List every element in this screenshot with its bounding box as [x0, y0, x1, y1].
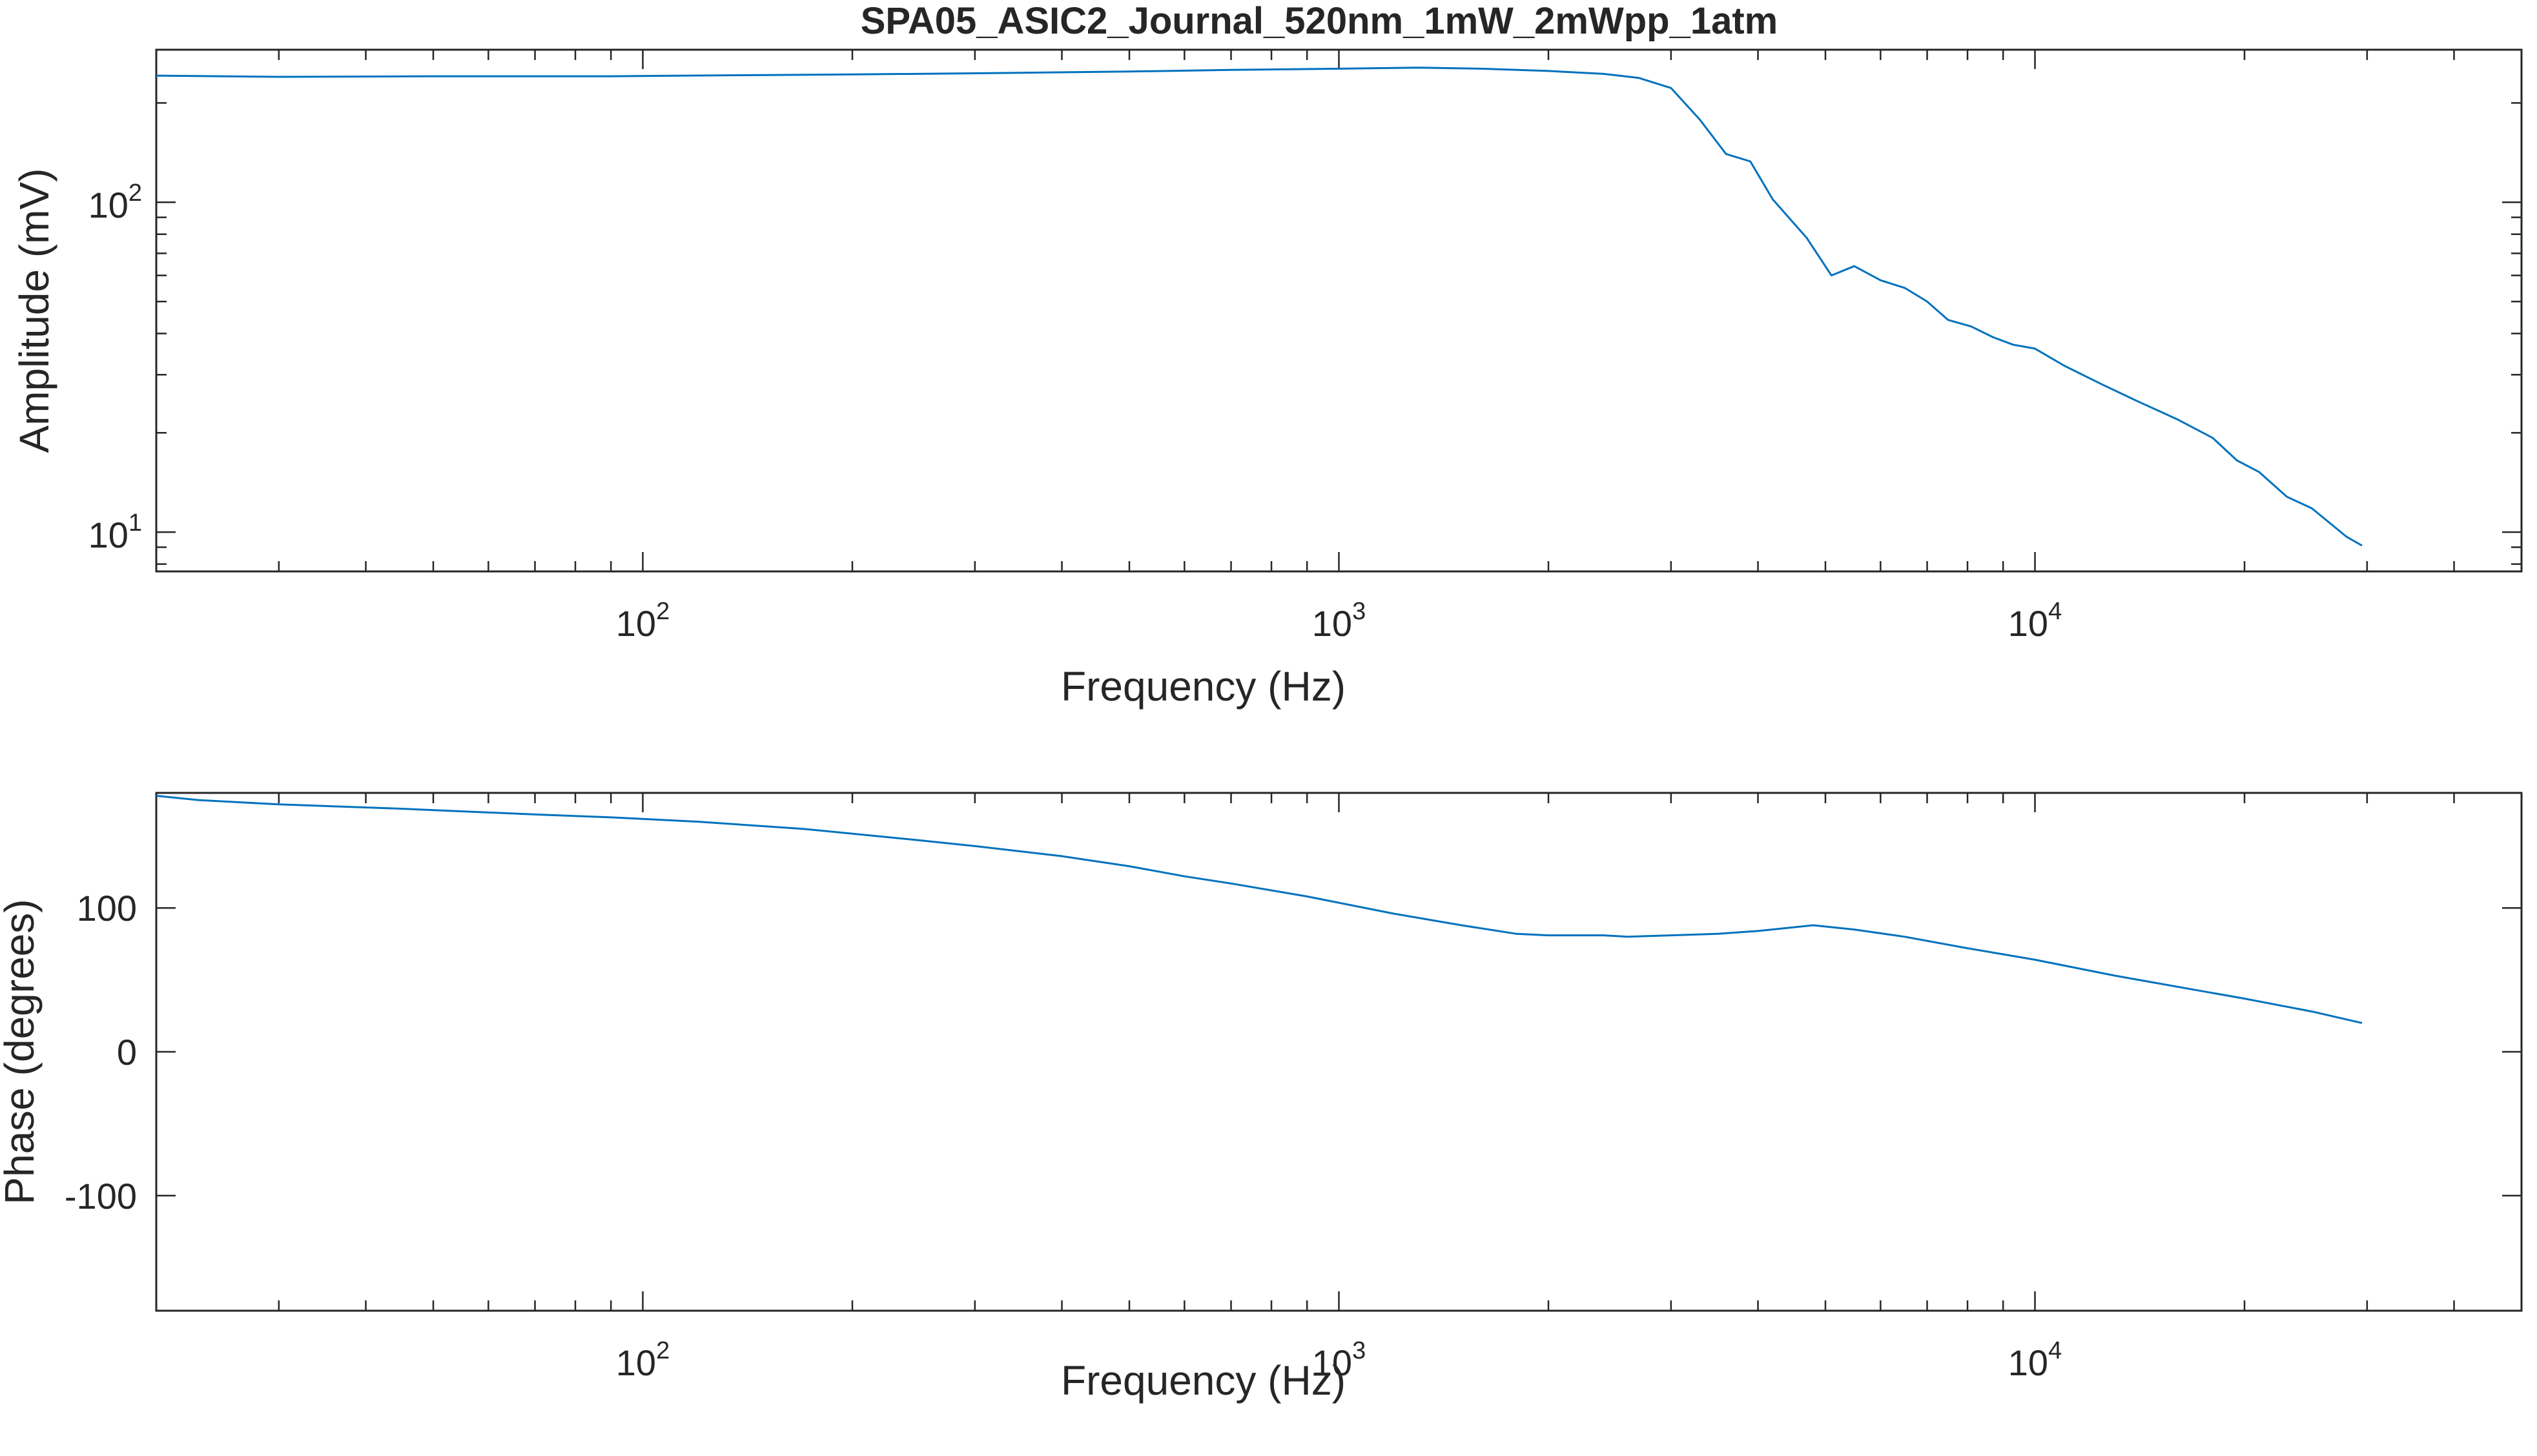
series-line [156, 795, 2363, 1024]
x-axis-label: Frequency (Hz) [1061, 1357, 1346, 1404]
x-tick-label: 102 [616, 1337, 670, 1383]
x-tick-label: 102 [616, 598, 670, 644]
series-line [156, 67, 2363, 547]
x-ticks [155, 793, 2523, 1311]
amplitude-axes: 102 103 104 101 102 Frequency (Hz) Amplitude (… [11, 48, 2523, 710]
y-tick-label: 0 [117, 1032, 137, 1072]
y-tick-label: 102 [88, 179, 142, 225]
y-tick-label: 101 [88, 509, 142, 555]
y-axis-label: Amplitude (mV) [11, 169, 57, 453]
x-tick-label: 104 [2008, 1337, 2062, 1383]
y-axis-label: Phase (degrees) [0, 899, 43, 1204]
y-tick-label: -100 [65, 1176, 137, 1216]
y-ticks [156, 102, 2522, 565]
chart-title: SPA05_ASIC2_Journal_520nm_1mW_2mWpp_1atm [861, 0, 1778, 42]
x-axis-label: Frequency (Hz) [1061, 663, 1346, 710]
y-ticks [156, 907, 2522, 1197]
x-ticks [155, 50, 2523, 571]
y-tick-label: 100 [77, 888, 137, 928]
x-tick-label: 103 [1312, 1337, 1366, 1383]
phase-axes: 102 103 104 -100 0 100 Frequency (Hz) Phase (de… [0, 792, 2523, 1404]
x-tick-label: 104 [2008, 598, 2062, 644]
x-tick-label: 103 [1312, 598, 1366, 644]
